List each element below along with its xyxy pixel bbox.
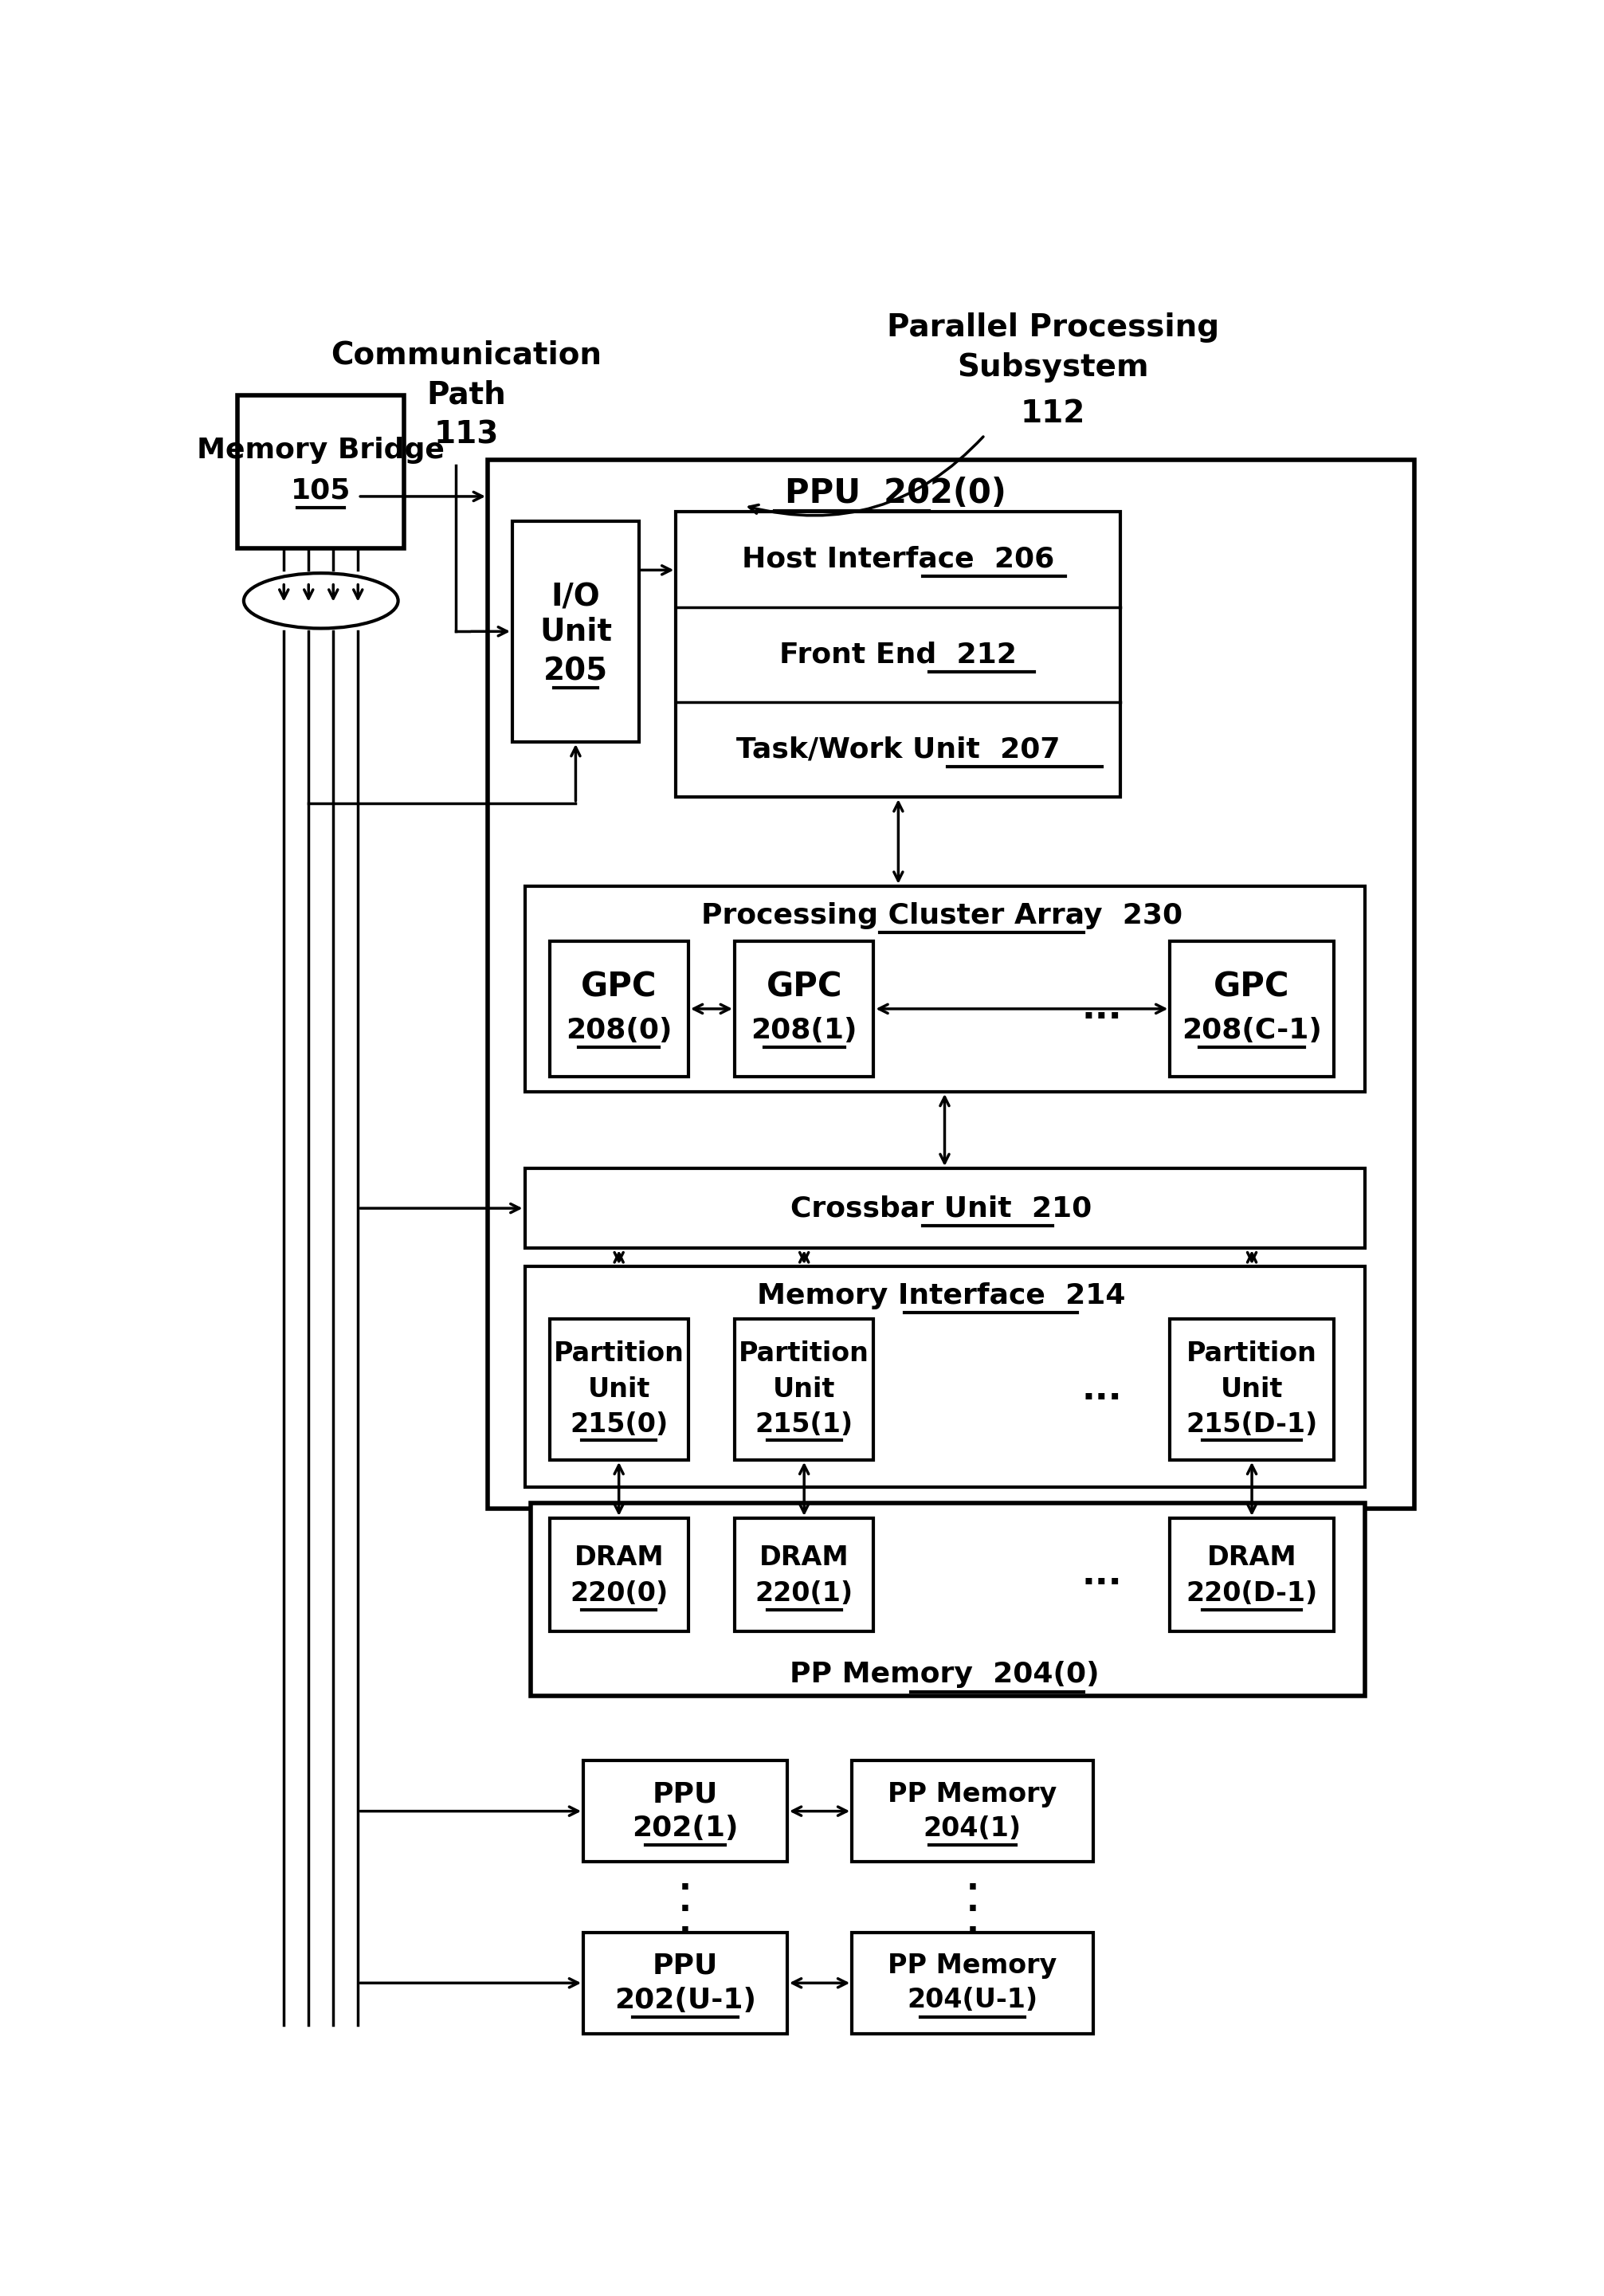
- Text: 204(U-1): 204(U-1): [906, 1986, 1038, 2014]
- Text: 208(C-1): 208(C-1): [1182, 1017, 1322, 1045]
- Bar: [584, 1761, 788, 1862]
- Text: Host Interface  206: Host Interface 206: [743, 546, 1054, 574]
- Bar: [512, 521, 638, 742]
- Text: Subsystem: Subsystem: [958, 351, 1148, 383]
- Bar: [550, 1518, 688, 1632]
- Text: 208(0): 208(0): [566, 1017, 672, 1045]
- Text: PP Memory  204(0): PP Memory 204(0): [789, 1660, 1099, 1688]
- Text: 208(1): 208(1): [751, 1017, 857, 1045]
- Text: GPC: GPC: [581, 971, 658, 1003]
- Text: 215(0): 215(0): [569, 1412, 667, 1437]
- Text: PPU: PPU: [653, 1779, 719, 1807]
- Bar: [735, 1518, 874, 1632]
- Bar: [1169, 941, 1333, 1077]
- Text: 215(D-1): 215(D-1): [1185, 1412, 1318, 1437]
- Text: 112: 112: [1020, 400, 1086, 429]
- Text: Front End  212: Front End 212: [780, 641, 1017, 668]
- Text: Unit: Unit: [539, 615, 611, 647]
- Text: Memory Bridge: Memory Bridge: [197, 436, 444, 464]
- Text: .: .: [966, 1864, 978, 1896]
- Text: 220(1): 220(1): [755, 1580, 853, 1607]
- Text: Processing Cluster Array  230: Processing Cluster Array 230: [701, 902, 1182, 930]
- Text: .: .: [966, 1885, 978, 1919]
- Text: 205: 205: [544, 657, 608, 687]
- Bar: [525, 1267, 1365, 1488]
- Bar: [584, 1933, 788, 2034]
- Bar: [488, 459, 1415, 1508]
- Text: 105: 105: [290, 478, 351, 503]
- Text: DRAM: DRAM: [574, 1545, 664, 1570]
- Text: Partition: Partition: [739, 1341, 869, 1366]
- Text: 215(1): 215(1): [755, 1412, 853, 1437]
- Bar: [675, 512, 1121, 797]
- Text: 204(1): 204(1): [924, 1816, 1022, 1841]
- Bar: [525, 1169, 1365, 1249]
- Text: ...: ...: [1083, 1557, 1123, 1591]
- Text: .: .: [966, 1906, 978, 1940]
- Text: 202(1): 202(1): [632, 1814, 738, 1841]
- Text: .: .: [678, 1906, 691, 1940]
- Bar: [735, 1318, 874, 1460]
- Bar: [1169, 1518, 1333, 1632]
- Bar: [1169, 1318, 1333, 1460]
- Text: ...: ...: [1083, 992, 1123, 1026]
- Bar: [531, 1504, 1365, 1697]
- Bar: [852, 1761, 1092, 1862]
- Ellipse shape: [244, 574, 398, 629]
- Bar: [852, 1933, 1092, 2034]
- Text: Parallel Processing: Parallel Processing: [887, 312, 1219, 342]
- Text: PP Memory: PP Memory: [889, 1782, 1057, 1807]
- Bar: [550, 1318, 688, 1460]
- Text: Crossbar Unit  210: Crossbar Unit 210: [791, 1194, 1092, 1221]
- Bar: [237, 395, 404, 549]
- Text: 220(0): 220(0): [569, 1580, 667, 1607]
- Text: PPU  202(0): PPU 202(0): [784, 478, 1006, 510]
- Text: Unit: Unit: [773, 1375, 836, 1403]
- Text: 202(U-1): 202(U-1): [614, 1986, 755, 2014]
- Text: ...: ...: [1083, 1373, 1123, 1407]
- Text: Memory Interface  214: Memory Interface 214: [757, 1283, 1126, 1309]
- Text: Partition: Partition: [1187, 1341, 1317, 1366]
- Text: Path: Path: [427, 381, 505, 411]
- Text: PPU: PPU: [653, 1952, 719, 1979]
- Bar: [550, 941, 688, 1077]
- Text: DRAM: DRAM: [1206, 1545, 1296, 1570]
- Text: DRAM: DRAM: [759, 1545, 849, 1570]
- Text: I/O: I/O: [552, 583, 600, 613]
- Bar: [735, 941, 874, 1077]
- Bar: [525, 886, 1365, 1091]
- Text: Unit: Unit: [587, 1375, 650, 1403]
- Text: GPC: GPC: [1214, 971, 1290, 1003]
- Text: .: .: [678, 1864, 691, 1896]
- Text: 113: 113: [433, 420, 499, 450]
- Text: GPC: GPC: [767, 971, 842, 1003]
- Text: PP Memory: PP Memory: [889, 1952, 1057, 1979]
- Text: Task/Work Unit  207: Task/Work Unit 207: [736, 737, 1060, 762]
- Text: Communication: Communication: [330, 340, 602, 370]
- Text: Unit: Unit: [1221, 1375, 1283, 1403]
- Text: 220(D-1): 220(D-1): [1185, 1580, 1318, 1607]
- Text: .: .: [678, 1885, 691, 1919]
- Text: Partition: Partition: [553, 1341, 685, 1366]
